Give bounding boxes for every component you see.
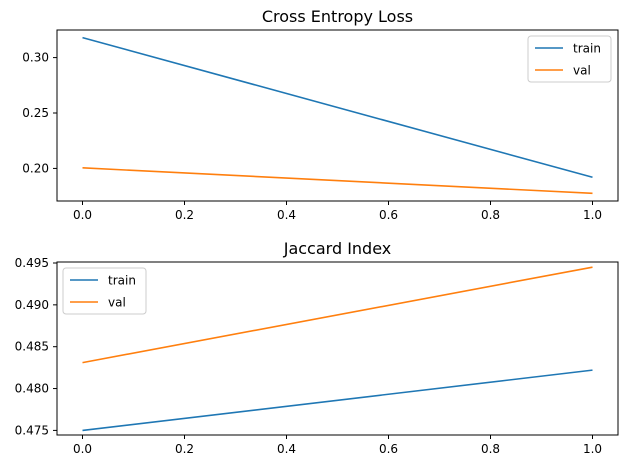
y-axis: 0.20 0.25 0.30 [22, 51, 57, 175]
y-tick-label: 0.495 [15, 256, 49, 270]
x-tick-label: 0.6 [379, 208, 398, 222]
x-tick-label: 0.0 [73, 208, 92, 222]
chart-jaccard-index: Jaccard Index 0.0 0.2 0.4 0.6 0.8 1.0 0.4750.… [15, 239, 619, 456]
x-tick-label: 0.4 [277, 442, 296, 456]
x-tick-label: 0.2 [175, 208, 194, 222]
x-tick-label: 0.0 [73, 442, 92, 456]
plot-area [82, 36, 593, 195]
x-tick-label: 0.8 [481, 442, 500, 456]
x-axis: 0.0 0.2 0.4 0.6 0.8 1.0 [73, 201, 602, 222]
legend-label-train: train [108, 274, 136, 288]
y-tick-label: 0.30 [22, 51, 49, 65]
y-tick-label: 0.480 [15, 382, 49, 396]
x-tick-label: 0.8 [481, 208, 500, 222]
x-tick-label: 0.6 [379, 442, 398, 456]
x-tick-label: 0.2 [175, 442, 194, 456]
y-tick-label: 0.485 [15, 340, 49, 354]
x-tick-label: 1.0 [583, 208, 602, 222]
legend: train val [527, 35, 612, 83]
axes-frame [56, 261, 619, 436]
y-tick-label: 0.490 [15, 298, 49, 312]
y-tick-label: 0.25 [22, 106, 49, 120]
series-line-train [82, 369, 593, 432]
legend-label-val: val [108, 296, 126, 310]
chart-title: Cross Entropy Loss [262, 7, 413, 26]
x-axis: 0.0 0.2 0.4 0.6 0.8 1.0 [73, 435, 602, 456]
plot-area [82, 266, 593, 432]
y-tick-label: 0.475 [15, 423, 49, 437]
series-line-val [82, 266, 593, 364]
axes-frame [56, 29, 619, 202]
series-line-val [82, 167, 593, 195]
y-tick-label: 0.20 [22, 161, 49, 175]
x-tick-label: 1.0 [583, 442, 602, 456]
chart-title: Jaccard Index [283, 239, 392, 258]
x-tick-label: 0.4 [277, 208, 296, 222]
series-line-train [82, 36, 593, 179]
chart-cross-entropy-loss: Cross Entropy Loss 0.0 0.2 0.4 0.6 0.8 1.0 0.… [22, 7, 619, 222]
legend-label-val: val [573, 64, 591, 78]
y-axis: 0.475 0.480 0.485 0.490 0.495 [15, 256, 57, 437]
legend: train val [62, 267, 147, 315]
legend-label-train: train [573, 42, 601, 56]
